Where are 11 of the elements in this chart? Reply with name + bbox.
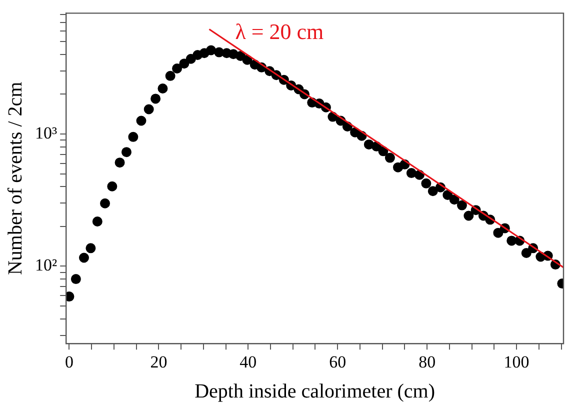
y-tick-label: 10³ <box>34 123 58 142</box>
annotation: λ = 20 cm <box>235 18 324 44</box>
x-tick-label: 0 <box>64 352 74 372</box>
y-tick-label: 10² <box>34 256 58 275</box>
x-tick-label: 20 <box>150 352 168 372</box>
y-axis-title: Number of events / 2cm <box>4 81 26 276</box>
x-tick-label: 100 <box>504 352 530 372</box>
x-tick-label: 40 <box>240 352 257 372</box>
x-tick-label: 80 <box>418 352 436 372</box>
x-axis-title: Depth inside calorimeter (cm) <box>194 380 436 402</box>
x-tick-label: 60 <box>329 352 346 372</box>
